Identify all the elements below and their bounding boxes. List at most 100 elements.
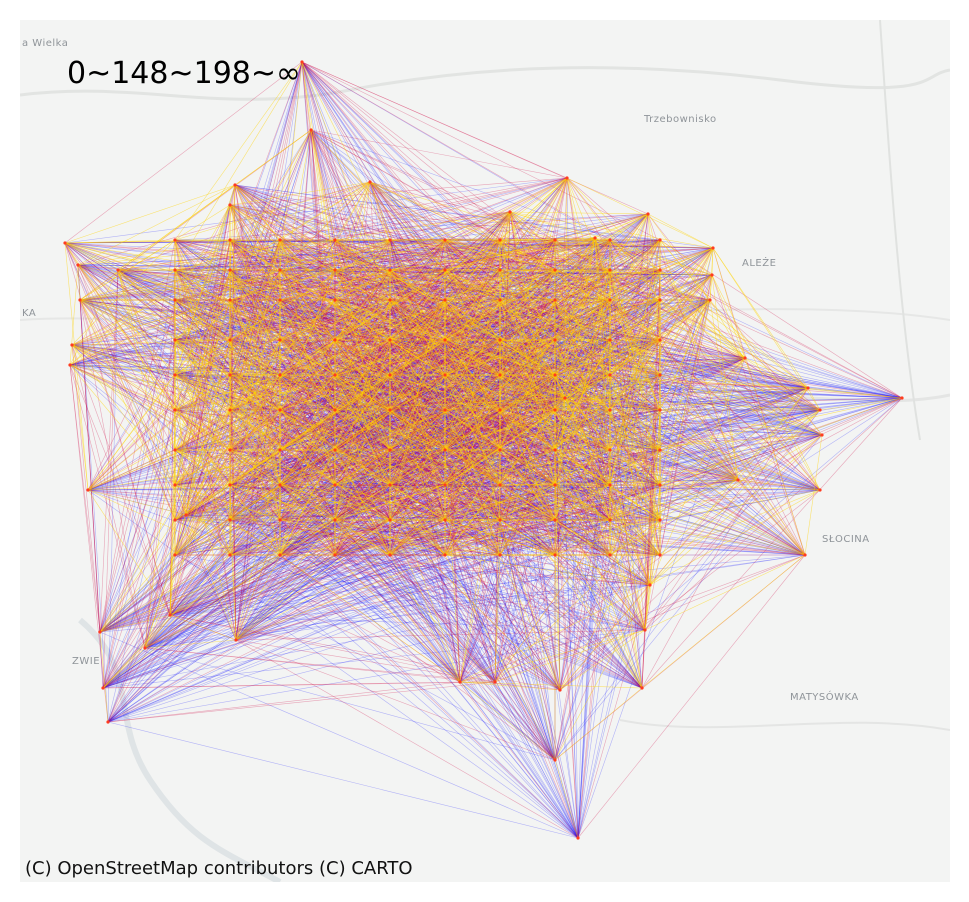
network-edge bbox=[71, 344, 231, 521]
network-edge bbox=[107, 554, 501, 723]
network-edge bbox=[559, 397, 903, 691]
network-edge bbox=[279, 519, 661, 556]
network-edge bbox=[644, 397, 903, 631]
network-edge bbox=[144, 299, 176, 649]
network-edge bbox=[609, 434, 823, 556]
network-edge bbox=[559, 584, 651, 691]
network-edge bbox=[117, 269, 501, 486]
network-edge bbox=[107, 681, 461, 723]
network-edge bbox=[229, 269, 281, 411]
network-edge bbox=[609, 239, 661, 301]
network-node bbox=[498, 298, 502, 302]
network-edge bbox=[499, 239, 661, 376]
network-edge bbox=[554, 339, 661, 451]
network-edge bbox=[64, 184, 236, 244]
map-canvas[interactable]: a Wielka Trzebownisko ALEŻE KA SŁOCINA Z… bbox=[20, 20, 950, 882]
network-edge bbox=[554, 434, 823, 521]
network-edge bbox=[169, 584, 651, 616]
network-edge bbox=[609, 409, 661, 451]
network-edge bbox=[71, 344, 176, 486]
network-edge bbox=[499, 299, 556, 521]
network-node bbox=[173, 373, 177, 377]
network-edge bbox=[444, 269, 566, 399]
network-edge bbox=[144, 409, 661, 649]
network-edge bbox=[229, 269, 391, 521]
network-edge bbox=[499, 519, 579, 839]
network-node bbox=[608, 373, 612, 377]
network-edge bbox=[174, 299, 746, 359]
network-edge bbox=[389, 211, 511, 411]
network-edge bbox=[107, 184, 236, 723]
network-node bbox=[278, 518, 282, 522]
place-label-matysowka: MATYSÓWKA bbox=[790, 690, 859, 703]
network-node bbox=[388, 483, 392, 487]
network-edge bbox=[459, 449, 661, 683]
network-node bbox=[498, 408, 502, 412]
network-edge bbox=[334, 339, 391, 556]
network-edge bbox=[174, 269, 231, 301]
network-node bbox=[278, 373, 282, 377]
network-edge bbox=[87, 489, 556, 556]
network-edge bbox=[334, 339, 661, 521]
network-edge bbox=[235, 519, 556, 641]
network-edge bbox=[659, 299, 711, 521]
network-node bbox=[300, 60, 304, 64]
network-edge bbox=[459, 237, 596, 683]
network-edge bbox=[389, 247, 714, 271]
network-edge bbox=[554, 299, 611, 486]
network-node bbox=[806, 386, 810, 390]
network-edge bbox=[174, 269, 556, 556]
network-edge bbox=[389, 554, 556, 761]
network-edge bbox=[334, 299, 391, 556]
network-edge bbox=[310, 129, 713, 276]
network-edge bbox=[609, 374, 661, 451]
network-edge bbox=[169, 614, 496, 683]
network-edge bbox=[102, 299, 556, 689]
network-edge bbox=[279, 239, 746, 359]
network-edge bbox=[444, 434, 823, 556]
network-edge bbox=[64, 242, 611, 556]
network-edge bbox=[389, 239, 446, 521]
network-edge bbox=[279, 519, 806, 556]
network-edge bbox=[229, 409, 556, 761]
network-edge bbox=[659, 339, 809, 389]
network-node bbox=[173, 408, 177, 412]
network-edge bbox=[301, 61, 336, 411]
network-edge bbox=[554, 484, 806, 556]
network-edge bbox=[334, 239, 501, 486]
network-edge bbox=[107, 269, 119, 723]
network-edge bbox=[659, 239, 713, 276]
network-edge bbox=[659, 374, 823, 436]
network-edge bbox=[229, 239, 281, 376]
network-edge bbox=[499, 239, 556, 376]
network-edge bbox=[71, 344, 231, 451]
network-edge bbox=[334, 181, 371, 301]
network-edge bbox=[107, 721, 579, 839]
network-edge bbox=[554, 239, 661, 301]
network-edge bbox=[107, 434, 823, 723]
network-nodes bbox=[63, 60, 904, 840]
network-edge bbox=[102, 269, 176, 689]
network-edge bbox=[737, 479, 821, 491]
network-edge bbox=[99, 519, 231, 633]
network-edge bbox=[389, 177, 568, 376]
network-edge bbox=[554, 484, 611, 761]
network-edge bbox=[229, 299, 281, 451]
network-edge bbox=[102, 374, 176, 689]
network-edge bbox=[609, 239, 661, 271]
network-edge bbox=[102, 269, 119, 689]
network-edge bbox=[79, 299, 496, 683]
network-edge bbox=[174, 339, 231, 556]
network-edge bbox=[185, 514, 643, 689]
network-edge bbox=[144, 204, 231, 649]
network-edge bbox=[609, 213, 649, 521]
network-node bbox=[309, 128, 313, 132]
network-edge bbox=[369, 181, 713, 276]
network-edge bbox=[499, 237, 596, 241]
network-edge bbox=[554, 519, 661, 556]
network-node bbox=[711, 246, 715, 250]
network-edge bbox=[64, 242, 336, 341]
network-edge bbox=[279, 554, 651, 586]
network-edge bbox=[64, 242, 231, 341]
network-node bbox=[658, 448, 662, 452]
